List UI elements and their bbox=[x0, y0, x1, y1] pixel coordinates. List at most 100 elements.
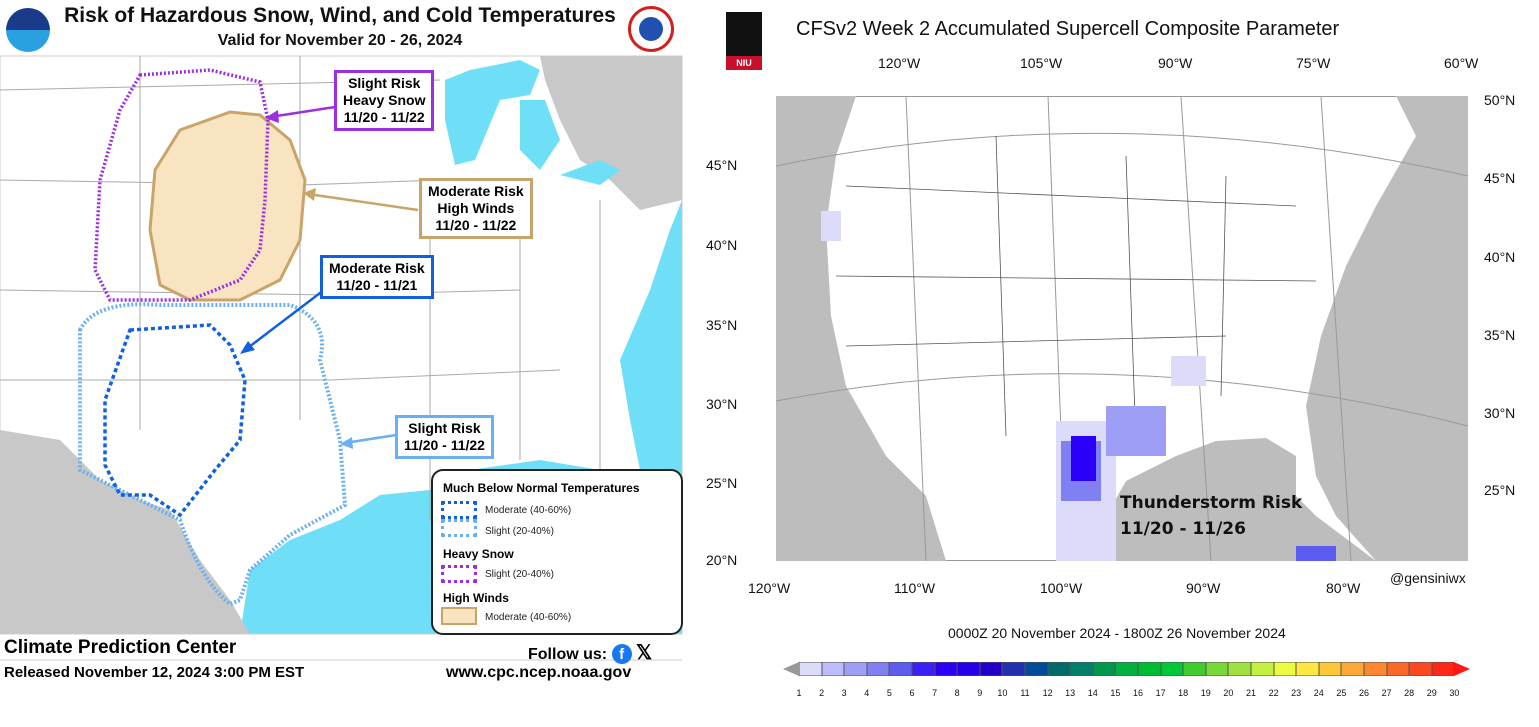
cpc-hazards-map-panel: Risk of Hazardous Snow, Wind, and Cold T… bbox=[0, 0, 684, 690]
callout-line: Moderate Risk bbox=[329, 260, 425, 276]
colorbar-swatch bbox=[1386, 662, 1410, 676]
bottom-lon-label: 80°W bbox=[1326, 580, 1361, 596]
left-lat-label: 20°N bbox=[706, 552, 738, 568]
legend-swatch-cold-slight bbox=[441, 519, 477, 537]
colorbar-tick-label: 15 bbox=[1110, 688, 1121, 698]
colorbar-swatch bbox=[1431, 662, 1455, 676]
scp-cell bbox=[1171, 356, 1206, 386]
right-lat-label: 25°N bbox=[1484, 482, 1516, 498]
colorbar-tick-label: 4 bbox=[864, 688, 870, 698]
scp-cell bbox=[821, 211, 841, 241]
colorbar-swatch bbox=[1070, 662, 1093, 676]
colorbar-swatch bbox=[1409, 662, 1432, 676]
follow-label: Follow us: bbox=[528, 646, 608, 663]
colorbar-swatch bbox=[844, 662, 867, 676]
colorbar-swatch bbox=[1318, 662, 1342, 676]
atlantic-ocean bbox=[1306, 96, 1468, 561]
colorbar-tick-label: 23 bbox=[1291, 688, 1302, 698]
colorbar-tick-label: 25 bbox=[1336, 688, 1347, 698]
colorbar-tick-label: 24 bbox=[1313, 688, 1324, 698]
colorbar-swatch bbox=[1273, 662, 1297, 676]
legend-snow-heading: Heavy Snow bbox=[443, 547, 514, 561]
colorbar-swatch bbox=[1002, 662, 1025, 676]
atlantic-water bbox=[620, 200, 682, 470]
colorbar-swatch bbox=[979, 662, 1003, 676]
colorbar-tick-label: 28 bbox=[1404, 688, 1415, 698]
colorbar-swatch bbox=[1047, 662, 1071, 676]
colorbar-tick-label: 8 bbox=[954, 688, 960, 698]
left-lat-label: 25°N bbox=[706, 475, 738, 491]
colorbar-tick-label: 30 bbox=[1449, 688, 1460, 698]
bottom-lon-label: 120°W bbox=[748, 580, 791, 596]
bottom-lon-label: 110°W bbox=[894, 580, 936, 596]
colorbar-swatch bbox=[889, 662, 912, 676]
snow-slight-area bbox=[93, 68, 270, 302]
right-lat-label: 35°N bbox=[1484, 327, 1516, 343]
colorbar-swatch bbox=[1138, 662, 1161, 676]
scp-cells bbox=[821, 211, 1336, 561]
top-lon-label: 90°W bbox=[1158, 55, 1193, 71]
callout-cold-slight: Slight Risk 11/20 - 11/22 bbox=[395, 415, 494, 459]
callout-line: Moderate Risk bbox=[428, 183, 524, 199]
colorbar-swatch bbox=[1160, 662, 1184, 676]
map-title: Risk of Hazardous Snow, Wind, and Cold T… bbox=[64, 4, 616, 27]
cold-slight-area bbox=[78, 302, 348, 607]
colorbar-tick-label: 22 bbox=[1268, 688, 1279, 698]
colorbar-tick-label: 19 bbox=[1200, 688, 1211, 698]
map-legend: Much Below Normal Temperatures Moderate … bbox=[431, 469, 683, 635]
website-link[interactable]: www.cpc.ncep.noaa.gov bbox=[446, 664, 632, 681]
top-lon-label: 120°W bbox=[878, 55, 921, 71]
date-range: 0000Z 20 November 2024 - 1800Z 26 Novemb… bbox=[948, 625, 1286, 641]
legend-label: Slight (20-40%) bbox=[485, 569, 554, 580]
cold-moderate-area bbox=[103, 323, 247, 518]
callout-line: 11/20 - 11/21 bbox=[336, 277, 418, 293]
legend-wind-heading: High Winds bbox=[443, 591, 509, 605]
colorbar-tick-label: 6 bbox=[909, 688, 915, 698]
colorbar-tick-label: 10 bbox=[997, 688, 1008, 698]
left-lat-label: 45°N bbox=[706, 157, 738, 173]
pacific-ocean bbox=[776, 96, 946, 561]
colorbar-swatch bbox=[1205, 662, 1229, 676]
colorbar-tick-label: 16 bbox=[1132, 688, 1143, 698]
great-lakes bbox=[445, 60, 540, 165]
legend-label: Slight (20-40%) bbox=[485, 526, 554, 537]
colorbar-tick-label: 5 bbox=[886, 688, 892, 698]
callout-snow-slight: Slight Risk Heavy Snow 11/20 - 11/22 bbox=[334, 70, 435, 131]
valid-dates: Valid for November 20 - 26, 2024 bbox=[217, 32, 463, 49]
colorbar-swatch bbox=[1251, 662, 1274, 676]
colorbar-tick-label: 18 bbox=[1178, 688, 1189, 698]
callout-line: 11/20 - 11/22 bbox=[404, 437, 485, 453]
colorbar-tick-label: 29 bbox=[1426, 688, 1437, 698]
callout-cold-moderate: Moderate Risk 11/20 - 11/21 bbox=[320, 255, 434, 299]
top-lon-label: 60°W bbox=[1444, 55, 1479, 71]
colorbar-swatch bbox=[821, 662, 845, 676]
callout-line: High Winds bbox=[437, 200, 515, 216]
right-lat-label: 30°N bbox=[1484, 405, 1516, 421]
left-lat-label: 40°N bbox=[706, 237, 738, 253]
colorbar-swatch bbox=[912, 662, 935, 676]
legend-swatch-wind-moderate bbox=[441, 607, 477, 625]
right-lat-label: 50°N bbox=[1484, 92, 1516, 108]
legend-cold-heading: Much Below Normal Temperatures bbox=[443, 481, 640, 495]
facebook-icon[interactable]: f bbox=[611, 644, 632, 664]
callout-line: 11/20 - 11/22 bbox=[435, 217, 517, 233]
colorbar-tick-label: 13 bbox=[1065, 688, 1076, 698]
callout-line: Heavy Snow bbox=[343, 92, 426, 108]
model-title: CFSv2 Week 2 Accumulated Supercell Compo… bbox=[796, 18, 1340, 40]
callout-line: 11/20 - 11/22 bbox=[343, 109, 425, 125]
callout-line: Slight Risk bbox=[348, 75, 421, 91]
org-name: Climate Prediction Center bbox=[4, 637, 237, 658]
colorbar-swatch bbox=[799, 662, 822, 676]
colorbar-swatch bbox=[866, 662, 890, 676]
colorbar-tick-label: 20 bbox=[1223, 688, 1234, 698]
colorbar-swatch bbox=[1115, 662, 1138, 676]
x-icon[interactable]: 𝕏 bbox=[636, 642, 653, 664]
follow-us: Follow us: f 𝕏 bbox=[528, 640, 652, 665]
release-date: Released November 12, 2024 3:00 PM EST bbox=[4, 664, 305, 681]
colorbar-swatch bbox=[1025, 662, 1048, 676]
right-lat-label: 45°N bbox=[1484, 170, 1516, 186]
author-credit: @gensiniwx bbox=[1390, 570, 1466, 586]
thunderstorm-annotation: Thunderstorm Risk 11/20 - 11/26 bbox=[1120, 490, 1302, 542]
colorbar-tick-label: 21 bbox=[1245, 688, 1256, 698]
legend-swatch-snow-slight bbox=[441, 565, 477, 583]
